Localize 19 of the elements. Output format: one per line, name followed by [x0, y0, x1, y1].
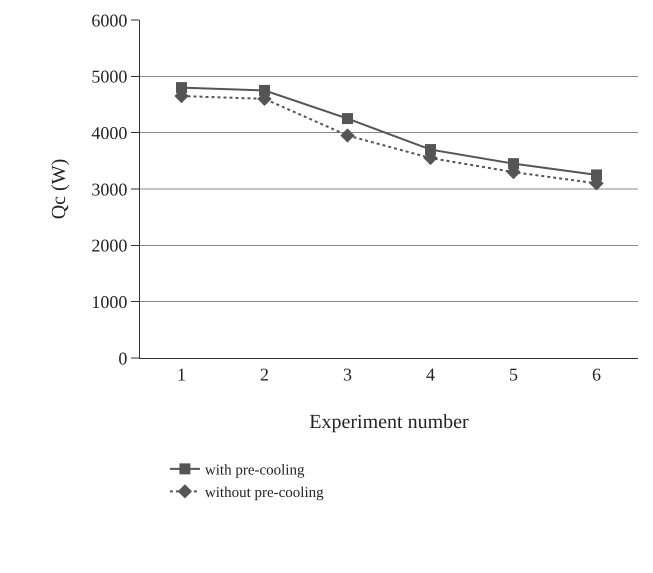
legend-label: with pre-cooling	[204, 462, 305, 479]
point	[340, 128, 355, 143]
x-tick-label: 1	[177, 364, 186, 385]
x-tick-label: 6	[592, 364, 601, 385]
x-tick-label: 4	[426, 364, 435, 385]
point	[342, 113, 353, 124]
x-tick-label: 5	[509, 364, 518, 385]
y-tick-label: 0	[118, 348, 128, 368]
y-axis-title: Qc (W)	[48, 158, 70, 220]
y-tick-label: 4000	[91, 122, 128, 143]
x-tick-label: 2	[260, 364, 269, 385]
y-tick-label: 2000	[91, 236, 128, 256]
legend-label: without pre-cooling	[204, 485, 324, 502]
y-tick-label: 5000	[91, 66, 128, 87]
x-axis-title: Experiment number	[309, 411, 470, 433]
y-tick-label: 1000	[91, 292, 128, 312]
y-tick-label: 3000	[91, 179, 128, 200]
y-tick-label: 6000	[91, 10, 128, 30]
x-tick-label: 3	[343, 364, 352, 385]
